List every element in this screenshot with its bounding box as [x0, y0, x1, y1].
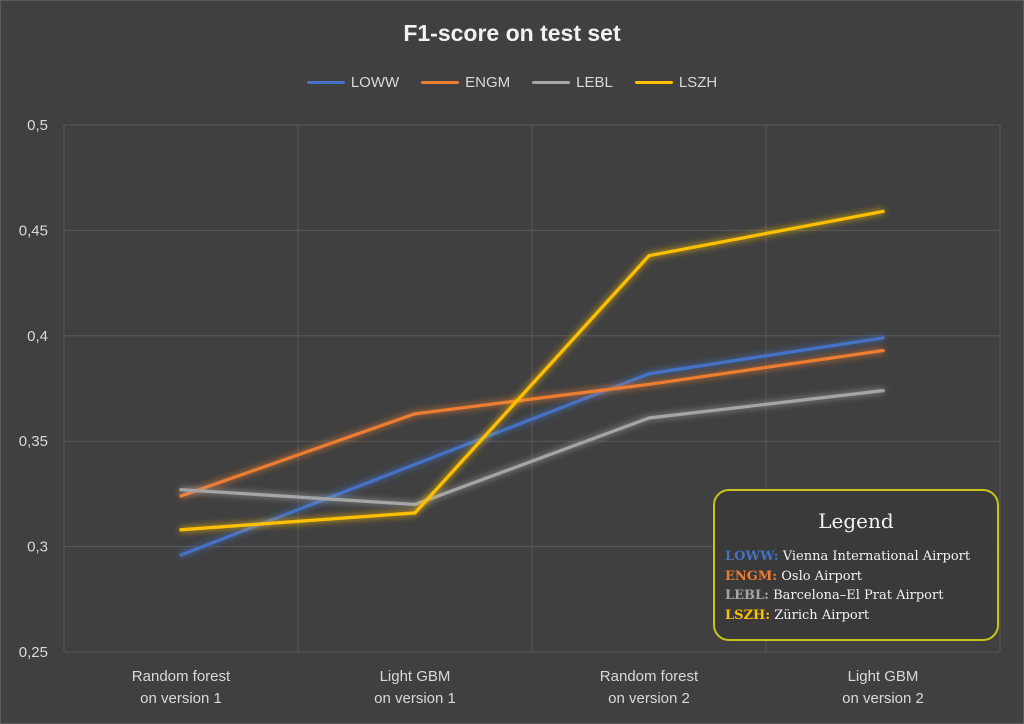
- data-point-engm: [647, 382, 651, 386]
- chart-title: F1-score on test set: [403, 20, 621, 46]
- legend-swatch: [421, 81, 460, 84]
- data-point-lszh: [413, 511, 417, 515]
- series-line-lebl: [179, 389, 885, 507]
- x-tick-label: Light GBM on version 2: [842, 668, 924, 707]
- legend-swatch: [306, 81, 345, 84]
- annotation-legend-box: Legend LOWW: Vienna International Airpor…: [713, 489, 999, 641]
- data-point-lebl: [881, 389, 885, 393]
- y-tick-label: 0,25: [19, 644, 48, 661]
- y-tick-label: 0,35: [19, 433, 48, 450]
- data-point-lebl: [413, 502, 417, 507]
- data-point-loww: [647, 372, 651, 376]
- legend-swatch: [532, 81, 571, 84]
- data-point-loww: [179, 553, 183, 557]
- legend-label: LOWW: [350, 74, 400, 91]
- annotation-legend-row: LOWW: Vienna International Airport: [725, 547, 997, 567]
- legend-item-engm: ENGM: [421, 74, 510, 91]
- data-point-lszh: [881, 209, 885, 214]
- data-point-lszh: [647, 254, 651, 258]
- airport-code: LOWW:: [725, 549, 779, 564]
- annotation-legend-row: LEBL: Barcelona–El Prat Airport: [725, 586, 997, 606]
- data-point-lebl: [179, 488, 183, 492]
- series-legend: LOWW ENGM LEBL LSZH: [0, 74, 1024, 91]
- airport-name: Oslo Airport: [781, 568, 863, 584]
- series-line-lszh: [179, 209, 885, 532]
- y-tick-label: 0,45: [19, 222, 48, 239]
- annotation-legend-row: LSZH: Zürich Airport: [725, 606, 997, 626]
- x-tick-label: Random forest on version 1: [132, 668, 231, 707]
- airport-name: Barcelona–El Prat Airport: [773, 588, 944, 603]
- legend-item-loww: LOWW: [306, 74, 400, 91]
- airport-name: Vienna International Airport: [782, 549, 971, 564]
- airport-code: LSZH:: [725, 607, 771, 623]
- annotation-legend-title: Legend: [818, 509, 894, 533]
- legend-swatch: [634, 81, 673, 84]
- y-tick-label: 0,4: [27, 328, 48, 345]
- x-tick-label: Light GBM on version 1: [374, 668, 456, 707]
- legend-label: LSZH: [678, 74, 718, 91]
- legend-label: LEBL: [576, 74, 613, 91]
- data-point-loww: [413, 462, 417, 466]
- airport-code: LEBL:: [725, 588, 769, 603]
- annotation-legend-row: ENGM: Oslo Airport: [725, 567, 997, 587]
- legend-item-lebl: LEBL: [532, 74, 613, 91]
- airport-name: Zürich Airport: [774, 607, 870, 623]
- y-tick-label: 0,5: [27, 117, 48, 134]
- series-line-loww: [179, 336, 885, 557]
- data-point-lebl: [647, 416, 651, 420]
- data-point-lszh: [179, 528, 183, 532]
- data-point-engm: [179, 494, 183, 498]
- data-point-loww: [881, 336, 885, 340]
- airport-code: ENGM:: [725, 568, 778, 584]
- data-point-engm: [881, 348, 885, 353]
- legend-item-lszh: LSZH: [634, 74, 718, 91]
- legend-label: ENGM: [465, 74, 511, 91]
- y-tick-label: 0,3: [27, 539, 48, 556]
- data-point-engm: [413, 412, 417, 416]
- series-line-engm: [179, 348, 885, 498]
- x-tick-label: Random forest on version 2: [600, 668, 699, 707]
